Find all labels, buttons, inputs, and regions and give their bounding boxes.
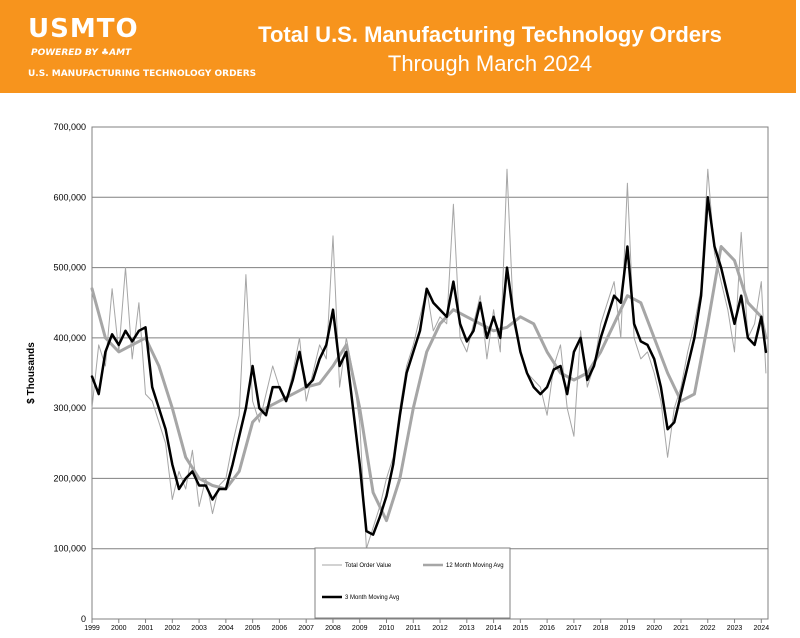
plot-area: [91, 126, 769, 620]
y-tick-label: 400,000: [53, 333, 86, 343]
x-tick-label: 2020: [646, 625, 662, 632]
logo-text: USMTO: [28, 14, 139, 44]
usmto-logo: USMTO POWERED BY ♣AMT U.S. MANUFACTURING…: [28, 14, 258, 84]
title-block: Total U.S. Manufacturing Technology Orde…: [240, 21, 740, 79]
x-tick-label: 2011: [406, 625, 421, 632]
x-tick-label: 2003: [191, 625, 207, 632]
x-tick-label: 2024: [754, 625, 770, 632]
x-tick-label: 2017: [566, 625, 582, 632]
x-tick-label: 2018: [593, 625, 609, 632]
series-layer: [90, 168, 768, 550]
x-tick-label: 2007: [298, 625, 314, 632]
y-tick-labels: 0 100,000 200,000 300,000 400,000 500,000 600,…: [53, 122, 86, 624]
page-title: Total U.S. Manufacturing Technology Orde…: [258, 22, 722, 47]
x-tick-label: 2002: [165, 625, 181, 632]
x-tick-label: 2013: [459, 625, 475, 632]
gridlines: [92, 196, 768, 550]
x-tick-label: 2015: [513, 625, 529, 632]
page-subtitle: Through March 2024: [387, 51, 593, 76]
legend-label-ma3: 3 Month Moving Avg: [345, 595, 399, 601]
amt-clover-icon: ♣: [101, 48, 110, 58]
x-tick-label: 2001: [138, 625, 154, 632]
legend-label-ma12: 12 Month Moving Avg: [446, 563, 504, 569]
legend: Total Order Value 12 Month Moving Avg 3 …: [314, 547, 511, 619]
series-12-month-moving-avg: [90, 245, 768, 523]
legend-label-total: Total Order Value: [345, 563, 392, 569]
legend-box: [314, 547, 511, 619]
y-tick-label: 0: [81, 614, 86, 624]
x-tick-label: 2021: [673, 625, 689, 632]
logo-tagline: U.S. MANUFACTURING TECHNOLOGY ORDERS: [28, 69, 257, 79]
x-tick-label: 2023: [727, 625, 743, 632]
series-total-order-value: [91, 168, 767, 550]
logo-powered-by: POWERED BY ♣AMT: [31, 48, 131, 58]
x-tick-label: 2016: [539, 625, 555, 632]
x-tick-label: 2014: [486, 625, 502, 632]
x-tick-label: 2000: [111, 625, 127, 632]
y-tick-label: 500,000: [53, 263, 86, 273]
x-tick-labels: 1999 2000 2001 2002 2003 2004 2005 2006 2007 2008…: [84, 619, 769, 632]
x-tick-label: 2005: [245, 625, 261, 632]
x-tick-label: 2004: [218, 625, 234, 632]
logo-amt-label: AMT: [109, 48, 132, 58]
logo-powered-label: POWERED BY: [31, 48, 98, 58]
header-banner: USMTO POWERED BY ♣AMT U.S. MANUFACTURING…: [0, 0, 796, 93]
y-axis-label: $ Thousands: [26, 342, 37, 404]
x-tick-label: 2012: [432, 625, 448, 632]
orders-line-chart: 0 100,000 200,000 300,000 400,000 500,000 600,…: [26, 122, 769, 632]
x-tick-label: 2022: [700, 625, 716, 632]
x-tick-label: 2008: [325, 625, 341, 632]
x-tick-label: 2019: [620, 625, 636, 632]
x-tick-label: 2010: [379, 625, 395, 632]
x-tick-label: 2006: [272, 625, 288, 632]
y-tick-label: 300,000: [53, 403, 86, 413]
series-3-month-moving-avg: [90, 196, 768, 536]
y-tick-label: 600,000: [53, 192, 86, 202]
y-tick-label: 100,000: [53, 544, 86, 554]
y-tick-label: 200,000: [53, 473, 86, 483]
x-tick-label: 1999: [84, 625, 100, 632]
x-tick-label: 2009: [352, 625, 368, 632]
y-tick-label: 700,000: [53, 122, 86, 132]
